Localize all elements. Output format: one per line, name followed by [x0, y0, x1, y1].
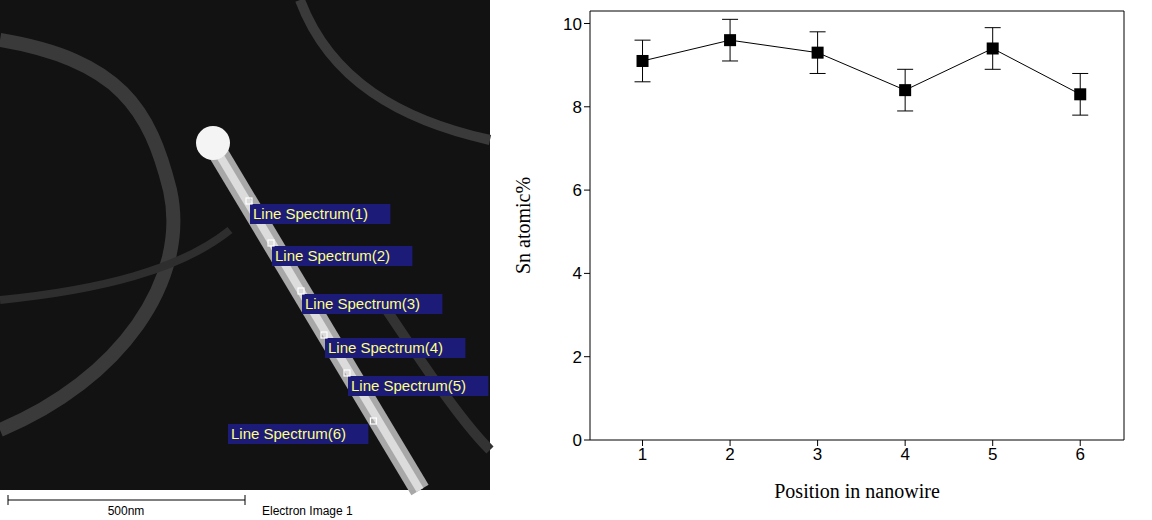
svg-text:8: 8 [573, 98, 582, 117]
svg-text:Line Spectrum(6): Line Spectrum(6) [231, 425, 346, 442]
svg-text:10: 10 [563, 15, 582, 34]
svg-text:1: 1 [638, 445, 647, 464]
svg-text:2: 2 [573, 348, 582, 367]
svg-text:Position in nanowire: Position in nanowire [774, 480, 940, 502]
svg-text:500nm: 500nm [108, 504, 145, 518]
svg-text:Sn atomic%: Sn atomic% [512, 177, 534, 274]
svg-text:Line Spectrum(4): Line Spectrum(4) [328, 339, 443, 356]
svg-text:6: 6 [1075, 445, 1084, 464]
svg-text:4: 4 [573, 264, 582, 283]
svg-text:5: 5 [988, 445, 997, 464]
svg-text:Line Spectrum(3): Line Spectrum(3) [305, 295, 420, 312]
svg-text:2: 2 [725, 445, 734, 464]
svg-text:3: 3 [813, 445, 822, 464]
svg-text:Line Spectrum(5): Line Spectrum(5) [351, 377, 466, 394]
svg-text:6: 6 [573, 181, 582, 200]
svg-text:Line Spectrum(2): Line Spectrum(2) [275, 247, 390, 264]
svg-text:Electron Image 1: Electron Image 1 [262, 504, 353, 518]
svg-text:Line Spectrum(1): Line Spectrum(1) [253, 205, 368, 222]
svg-text:0: 0 [573, 431, 582, 450]
svg-text:4: 4 [900, 445, 909, 464]
